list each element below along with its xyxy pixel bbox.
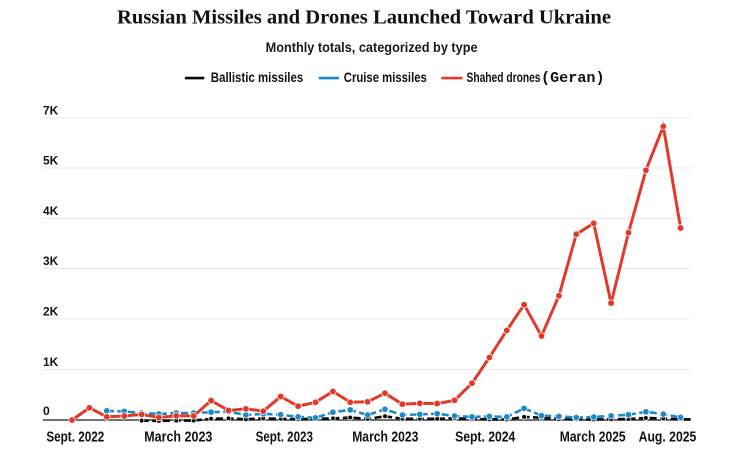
svg-text:(Geran): (Geran) (541, 71, 605, 87)
svg-text:5K: 5K (43, 154, 59, 168)
svg-text:March 2025: March 2025 (560, 428, 626, 445)
svg-text:Aug. 2025: Aug. 2025 (639, 428, 697, 445)
svg-text:March 2023: March 2023 (352, 428, 418, 445)
svg-text:Sept. 2022: Sept. 2022 (46, 428, 104, 445)
svg-text:2K: 2K (43, 305, 59, 319)
svg-text:4K: 4K (43, 204, 59, 218)
svg-text:Monthly totals, categorized by: Monthly totals, categorized by type (266, 40, 478, 56)
svg-text:Sept. 2023: Sept. 2023 (256, 428, 313, 445)
svg-text:Ballistic missiles: Ballistic missiles (211, 69, 304, 85)
svg-text:Russian Missiles and Drones La: Russian Missiles and Drones Launched Tow… (117, 7, 611, 29)
svg-text:Shahed drones: Shahed drones (467, 69, 541, 85)
svg-text:0: 0 (43, 404, 50, 418)
svg-text:7K: 7K (43, 104, 59, 118)
svg-text:3K: 3K (43, 254, 59, 268)
svg-text:1K: 1K (43, 355, 59, 369)
svg-text:Cruise missiles: Cruise missiles (344, 69, 427, 85)
svg-text:Sept. 2024: Sept. 2024 (455, 428, 516, 445)
svg-text:March 2023: March 2023 (144, 428, 212, 445)
